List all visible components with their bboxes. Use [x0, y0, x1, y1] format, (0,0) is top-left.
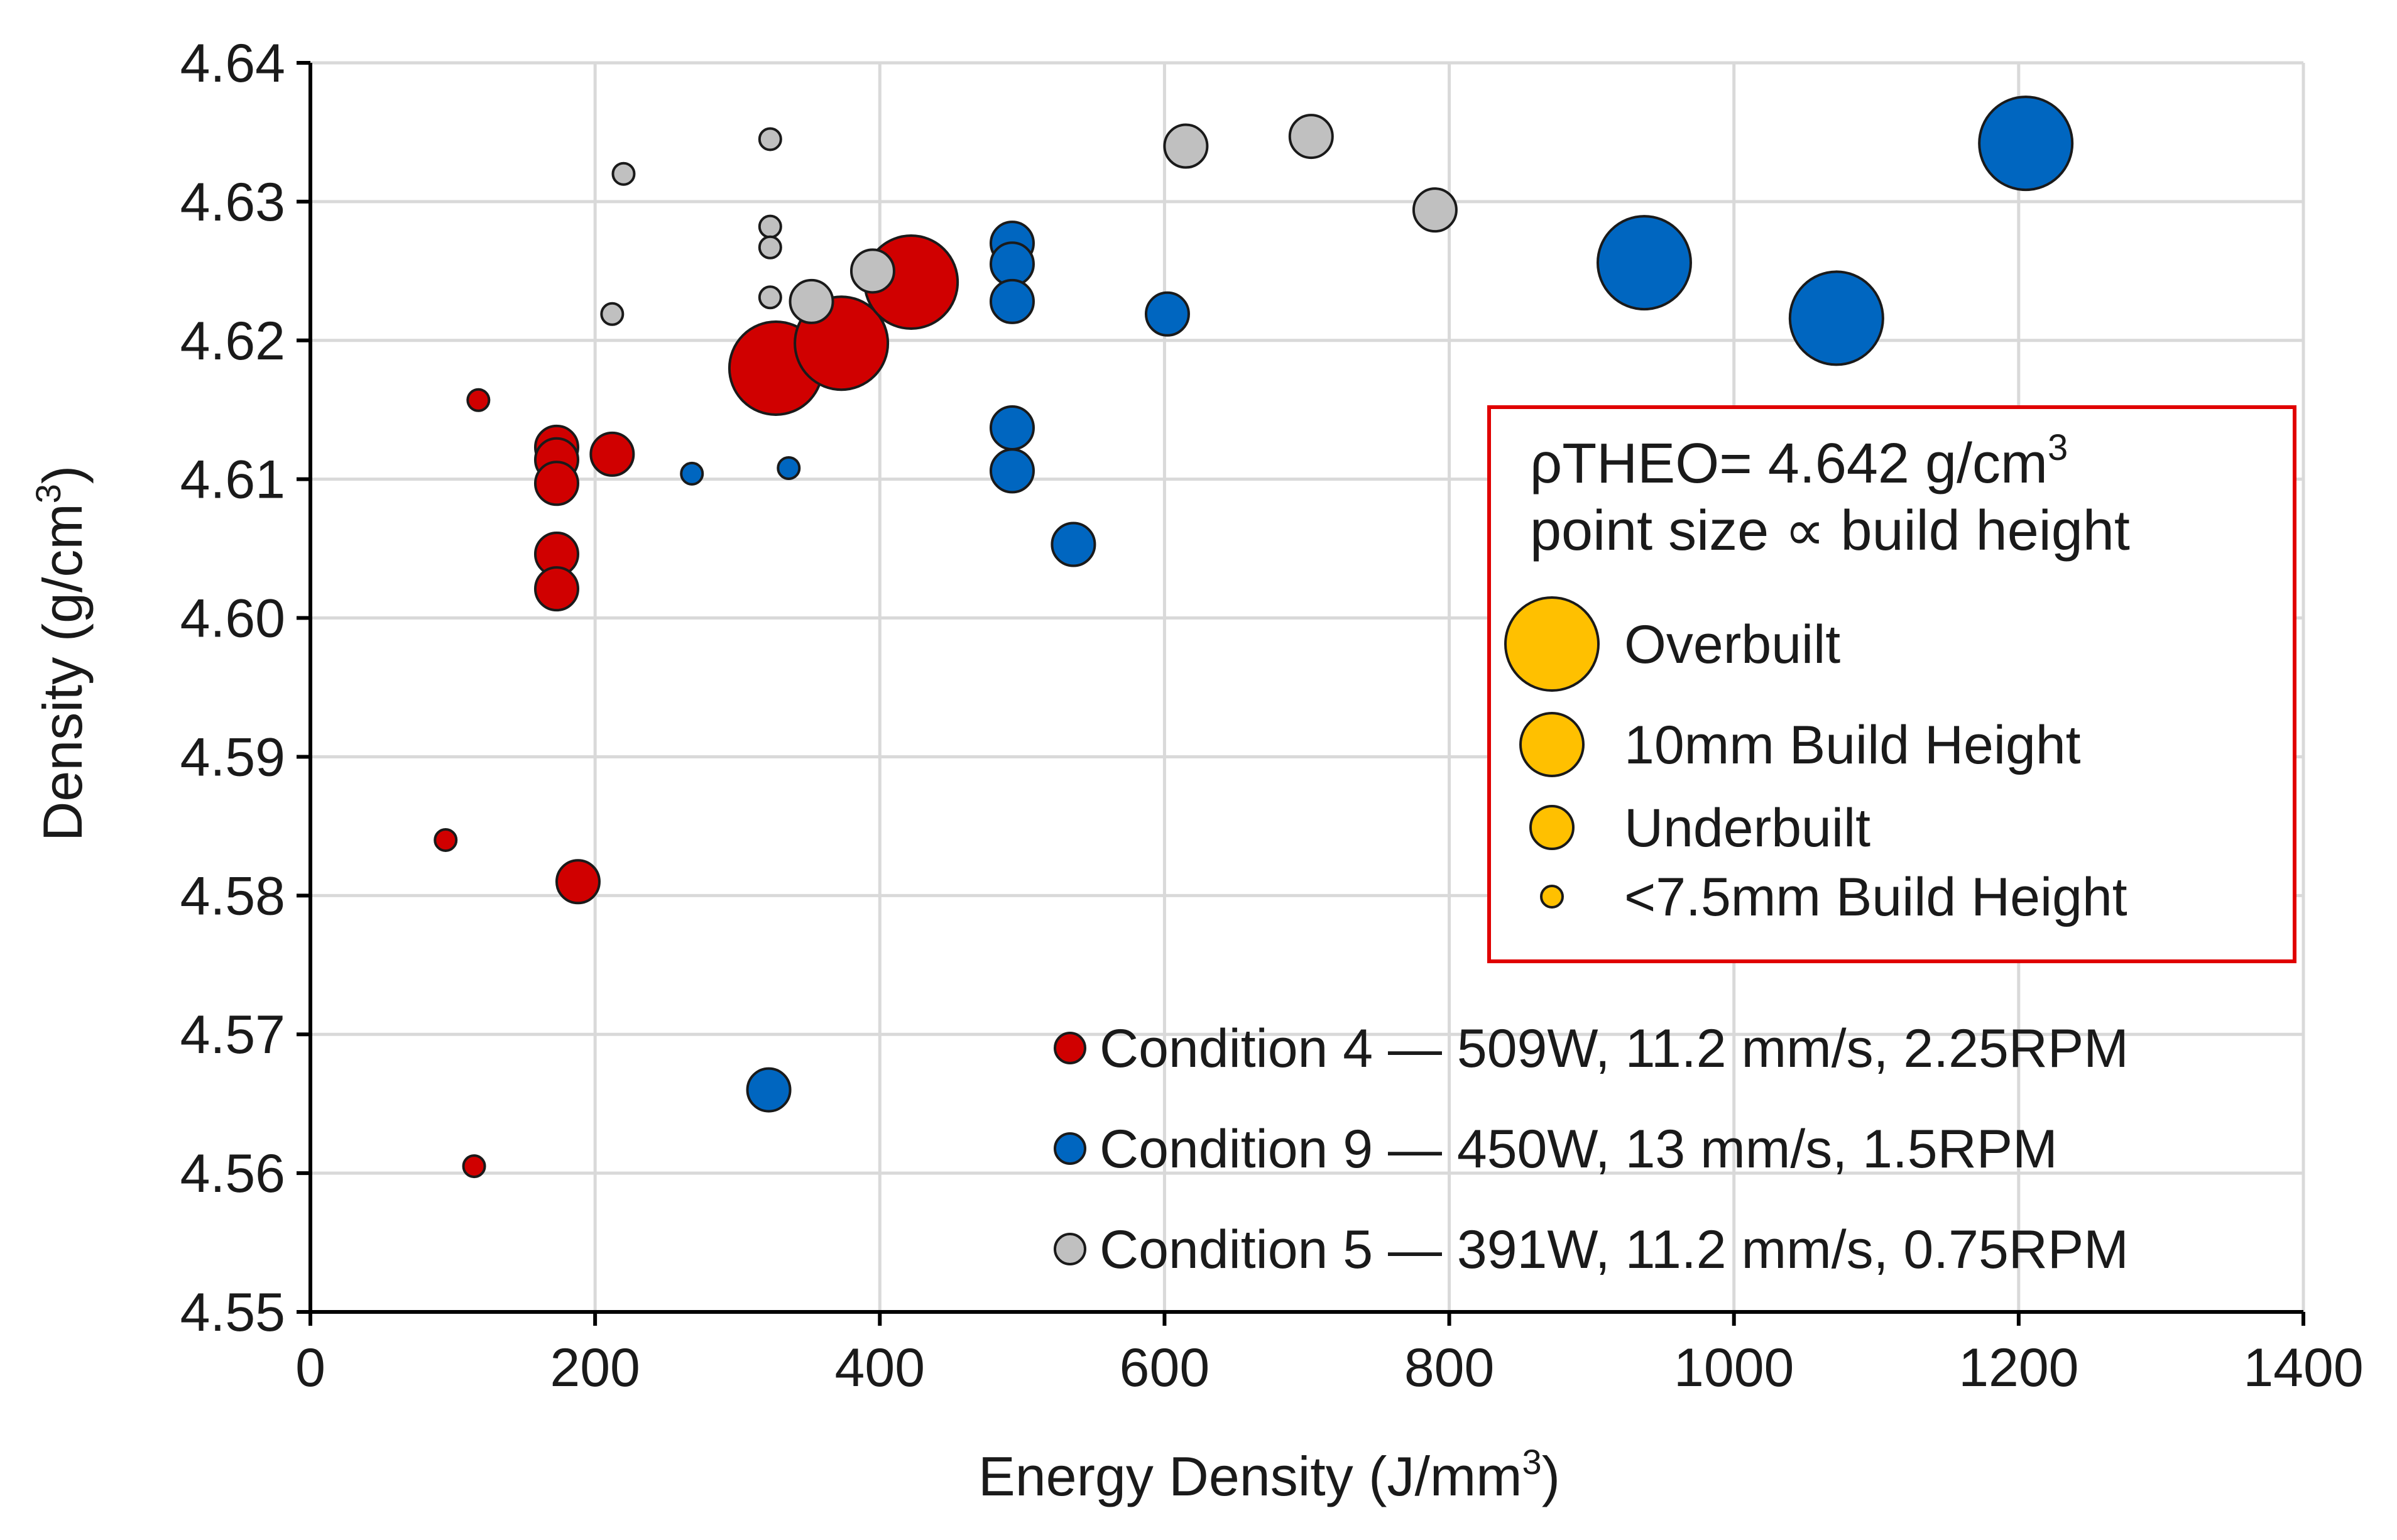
theoretical-density-note: ρTHEO= 4.642 g/cm3 — [1530, 427, 2068, 495]
size-legend-label: <7.5mm Build Height — [1624, 867, 2127, 927]
data-point-series-2 — [1051, 522, 1096, 567]
data-points — [434, 96, 2074, 1179]
x-tick-label: 1000 — [1674, 1338, 1794, 1398]
data-point-series-1 — [555, 859, 601, 905]
x-tick-label: 800 — [1404, 1338, 1495, 1398]
point-size-note: point size ∝ build height — [1530, 500, 2130, 562]
size-legend-marker — [1540, 885, 1564, 909]
size-legend-marker — [1529, 805, 1575, 850]
annotation-border — [1487, 405, 2296, 963]
annotation-box: ρTHEO= 4.642 g/cm3 point size ∝ build he… — [1487, 405, 2296, 963]
data-point-series-1 — [533, 566, 579, 612]
data-point-series-3 — [758, 127, 782, 151]
data-point-series-2 — [989, 448, 1035, 494]
data-point-series-2 — [680, 461, 704, 486]
x-tick-label: 600 — [1120, 1338, 1210, 1398]
axes: 4.55 4.56 4.57 4.58 4.59 4.60 4.61 4.62 4.63 4.64… — [180, 33, 2364, 1398]
x-tick-label: 1200 — [1958, 1338, 2078, 1398]
data-point-series-1 — [589, 431, 635, 477]
data-point-series-3 — [849, 248, 895, 294]
x-tick-label: 0 — [295, 1338, 325, 1398]
y-tick-label: 4.58 — [180, 866, 285, 926]
y-tick-label: 4.64 — [180, 33, 285, 94]
data-point-series-2 — [989, 278, 1035, 324]
series-legend-marker — [1054, 1132, 1086, 1165]
y-tick-label: 4.62 — [180, 311, 285, 371]
data-point-series-2 — [1596, 215, 1692, 311]
data-point-series-3 — [758, 285, 782, 310]
data-point-series-3 — [758, 214, 782, 239]
series-legend-label: Condition 5 — 391W, 11.2 mm/s, 0.75RPM — [1100, 1220, 2129, 1280]
y-tick-label: 4.61 — [180, 450, 285, 510]
x-tick-label: 400 — [835, 1338, 925, 1398]
size-legend-marker — [1504, 596, 1600, 692]
y-tick-label: 4.59 — [180, 727, 285, 787]
series-legend-marker — [1054, 1032, 1086, 1064]
size-legend-label: Underbuilt — [1624, 798, 1870, 858]
data-point-series-3 — [600, 302, 625, 326]
data-point-series-3 — [789, 278, 834, 324]
x-tick-label: 200 — [550, 1338, 640, 1398]
data-point-series-1 — [533, 461, 579, 506]
size-legend: Overbuilt 10mm Build Height Underbuilt <7.5… — [1504, 596, 2127, 927]
data-point-series-3 — [1288, 114, 1334, 160]
data-point-series-3 — [1412, 187, 1458, 233]
size-legend-label: 10mm Build Height — [1624, 715, 2081, 775]
y-tick-label: 4.55 — [180, 1282, 285, 1343]
size-legend-marker — [1519, 712, 1585, 777]
data-point-series-2 — [989, 405, 1035, 451]
data-point-series-2 — [777, 456, 801, 480]
data-point-series-1 — [466, 388, 491, 412]
data-point-series-3 — [1163, 123, 1209, 169]
data-point-series-2 — [1144, 291, 1190, 337]
series-legend-label: Condition 4 — 509W, 11.2 mm/s, 2.25RPM — [1100, 1018, 2129, 1079]
series-legend: Condition 4 — 509W, 11.2 mm/s, 2.25RPM Co… — [1054, 1018, 2129, 1280]
series-legend-label: Condition 9 — 450W, 13 mm/s, 1.5RPM — [1100, 1119, 2058, 1179]
data-point-series-3 — [611, 161, 636, 186]
y-tick-label: 4.56 — [180, 1144, 285, 1204]
data-point-series-1 — [462, 1154, 486, 1179]
y-tick-label: 4.60 — [180, 589, 285, 649]
data-point-series-2 — [1788, 270, 1884, 366]
x-axis-title: Energy Density (J/mm3) — [978, 1442, 1560, 1507]
series-legend-marker — [1054, 1233, 1086, 1265]
data-point-series-2 — [746, 1067, 792, 1113]
data-point-series-2 — [1978, 96, 2074, 192]
data-point-series-1 — [434, 827, 458, 852]
y-tick-label: 4.63 — [180, 172, 285, 232]
y-axis-title: Density (g/cm3) — [28, 466, 94, 841]
x-tick-label: 1400 — [2243, 1338, 2363, 1398]
data-point-series-3 — [758, 235, 782, 259]
y-tick-label: 4.57 — [180, 1005, 285, 1065]
size-legend-label: Overbuilt — [1624, 614, 1840, 675]
